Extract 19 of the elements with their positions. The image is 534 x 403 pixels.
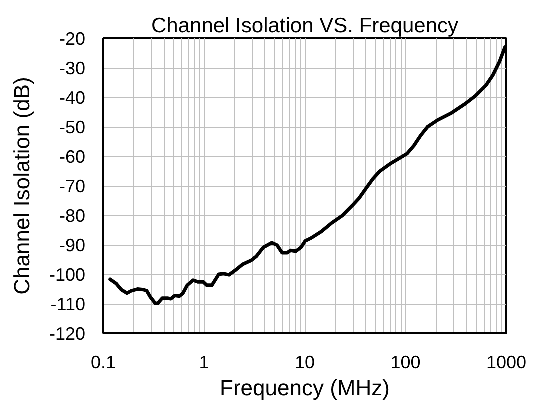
y-axis-title: Channel Isolation (dB) <box>9 77 34 295</box>
x-tick-label: 100 <box>390 352 421 372</box>
y-tick-label: -30 <box>59 58 86 78</box>
y-tick-label: -110 <box>50 294 86 314</box>
y-tick-label: -120 <box>49 324 86 344</box>
y-tick-label: -20 <box>59 29 86 49</box>
y-tick-label: -80 <box>59 206 86 226</box>
x-axis-title: Frequency (MHz) <box>220 376 390 400</box>
x-tick-label: 0.1 <box>90 352 116 372</box>
y-tick-label: -40 <box>59 88 86 108</box>
y-tick-label: -70 <box>59 176 86 196</box>
y-tick-label: -100 <box>49 265 86 285</box>
y-tick-label: -60 <box>59 147 86 167</box>
x-tick-label: 1 <box>199 352 210 372</box>
x-tick-label: 1000 <box>486 352 527 372</box>
y-tick-label: -90 <box>59 236 86 256</box>
x-tick-label: 10 <box>294 352 316 372</box>
y-tick-label: -50 <box>59 118 86 138</box>
chart-title: Channel Isolation VS. Frequency <box>151 14 460 38</box>
